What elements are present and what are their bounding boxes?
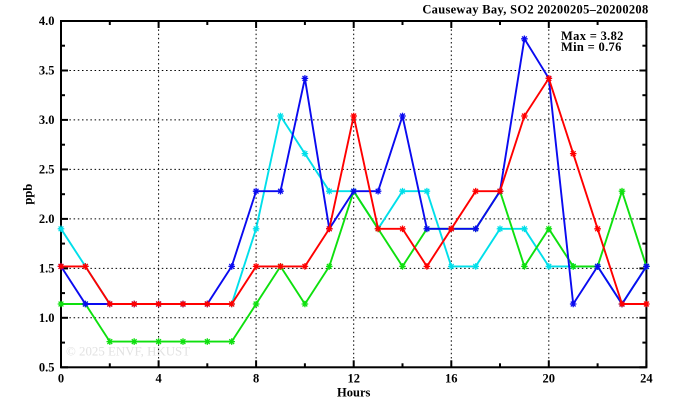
svg-text:1.0: 1.0 [39, 311, 55, 325]
svg-text:8: 8 [253, 372, 259, 386]
svg-text:0: 0 [58, 372, 64, 386]
svg-text:0.5: 0.5 [39, 361, 55, 375]
svg-text:ppb: ppb [21, 184, 35, 205]
svg-text:24: 24 [640, 372, 653, 386]
svg-text:2.0: 2.0 [39, 212, 55, 226]
svg-text:4: 4 [155, 372, 162, 386]
svg-text:© 2025 ENVF, HKUST: © 2025 ENVF, HKUST [66, 345, 190, 359]
svg-text:Min = 0.76: Min = 0.76 [561, 40, 622, 54]
svg-text:2.5: 2.5 [39, 163, 55, 177]
svg-text:20: 20 [543, 372, 556, 386]
svg-text:12: 12 [347, 372, 360, 386]
svg-text:Max = 3.82: Max = 3.82 [561, 29, 624, 43]
svg-text:Causeway Bay, SO2 20200205–202: Causeway Bay, SO2 20200205–20200208 [422, 3, 648, 17]
svg-text:3.5: 3.5 [39, 64, 55, 78]
svg-text:3.0: 3.0 [39, 113, 55, 127]
svg-text:4.0: 4.0 [39, 14, 55, 28]
svg-text:Hours: Hours [337, 386, 370, 400]
svg-text:16: 16 [445, 372, 458, 386]
svg-text:1.5: 1.5 [39, 262, 55, 276]
